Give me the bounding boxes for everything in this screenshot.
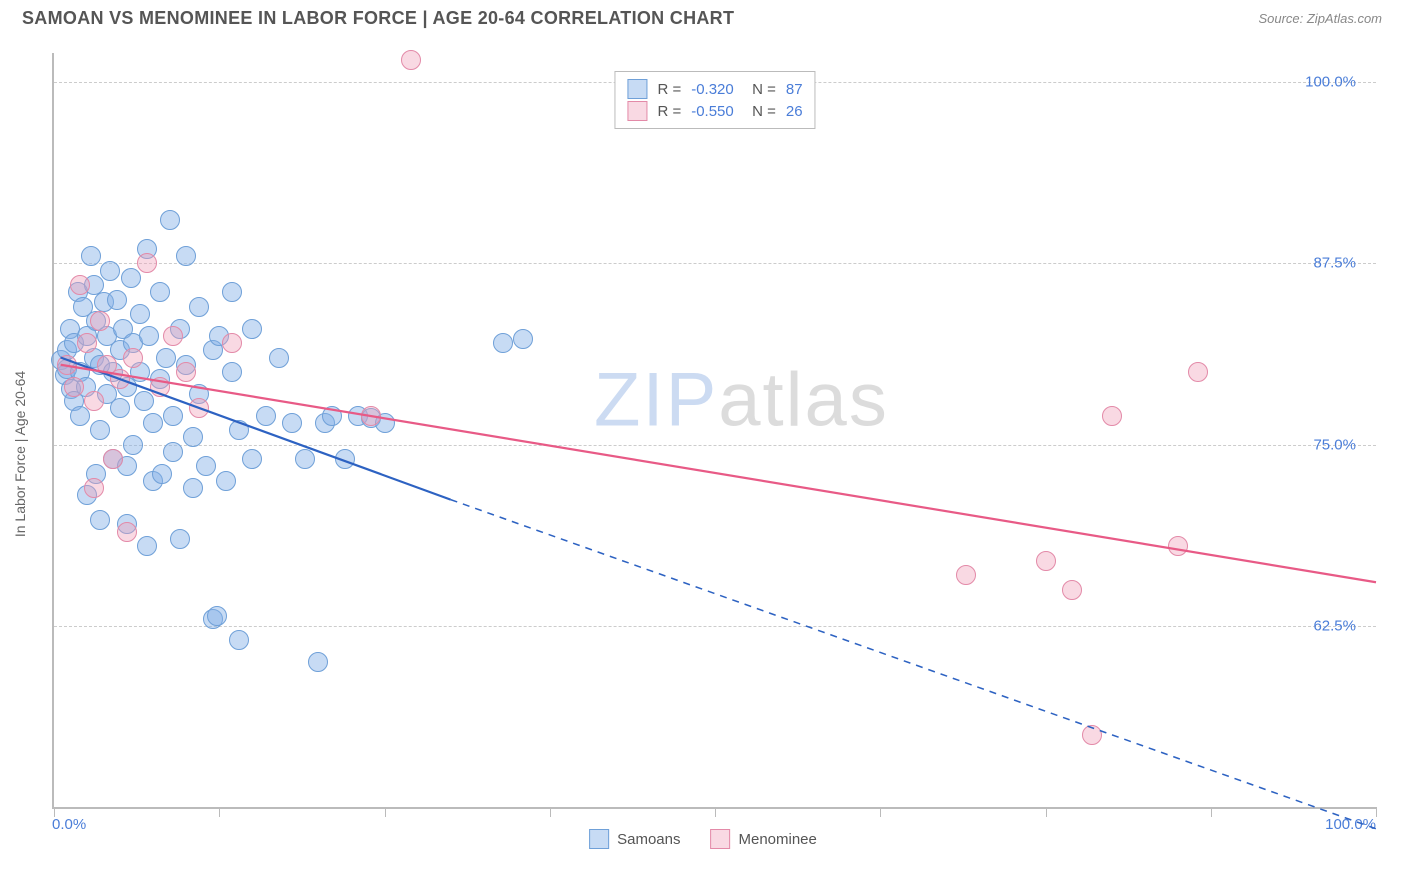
- stat-n-value: 87: [786, 81, 803, 98]
- stat-r-label: R =: [657, 81, 681, 98]
- y-axis-label: In Labor Force | Age 20-64: [12, 371, 28, 537]
- header: SAMOAN VS MENOMINEE IN LABOR FORCE | AGE…: [0, 0, 1406, 35]
- x-tick: [385, 807, 386, 817]
- legend-swatch: [627, 101, 647, 121]
- chart-title: SAMOAN VS MENOMINEE IN LABOR FORCE | AGE…: [22, 8, 734, 29]
- regression-line-solid: [61, 358, 451, 500]
- regression-line-dashed: [451, 500, 1376, 829]
- stat-r-value: -0.550: [691, 103, 734, 120]
- plot-area: ZIPatlas R = -0.320 N = 87R = -0.550 N =…: [52, 53, 1376, 809]
- stats-legend-row: R = -0.550 N = 26: [627, 101, 802, 121]
- chart-container: In Labor Force | Age 20-64 ZIPatlas R = …: [14, 39, 1392, 869]
- legend-swatch: [589, 829, 609, 849]
- stat-n-label: N =: [744, 81, 776, 98]
- series-legend: Samoans Menominee: [589, 829, 817, 849]
- x-tick-label: 100.0%: [1325, 816, 1376, 833]
- x-tick: [1376, 807, 1377, 817]
- x-tick: [219, 807, 220, 817]
- x-tick: [1046, 807, 1047, 817]
- x-tick: [550, 807, 551, 817]
- stat-n-label: N =: [744, 103, 776, 120]
- source-label: Source: ZipAtlas.com: [1258, 11, 1382, 26]
- x-tick-label: 0.0%: [52, 816, 86, 833]
- stat-r-label: R =: [657, 103, 681, 120]
- stat-r-value: -0.320: [691, 81, 734, 98]
- legend-swatch: [627, 79, 647, 99]
- regression-lines: [54, 53, 1376, 807]
- regression-line-solid: [61, 365, 1376, 583]
- legend-item: Samoans: [589, 829, 680, 849]
- legend-item: Menominee: [710, 829, 816, 849]
- x-tick: [880, 807, 881, 817]
- stats-legend: R = -0.320 N = 87R = -0.550 N = 26: [614, 71, 815, 129]
- legend-swatch: [710, 829, 730, 849]
- legend-label: Menominee: [738, 831, 816, 848]
- stat-n-value: 26: [786, 103, 803, 120]
- stats-legend-row: R = -0.320 N = 87: [627, 79, 802, 99]
- x-tick: [715, 807, 716, 817]
- legend-label: Samoans: [617, 831, 680, 848]
- x-tick: [1211, 807, 1212, 817]
